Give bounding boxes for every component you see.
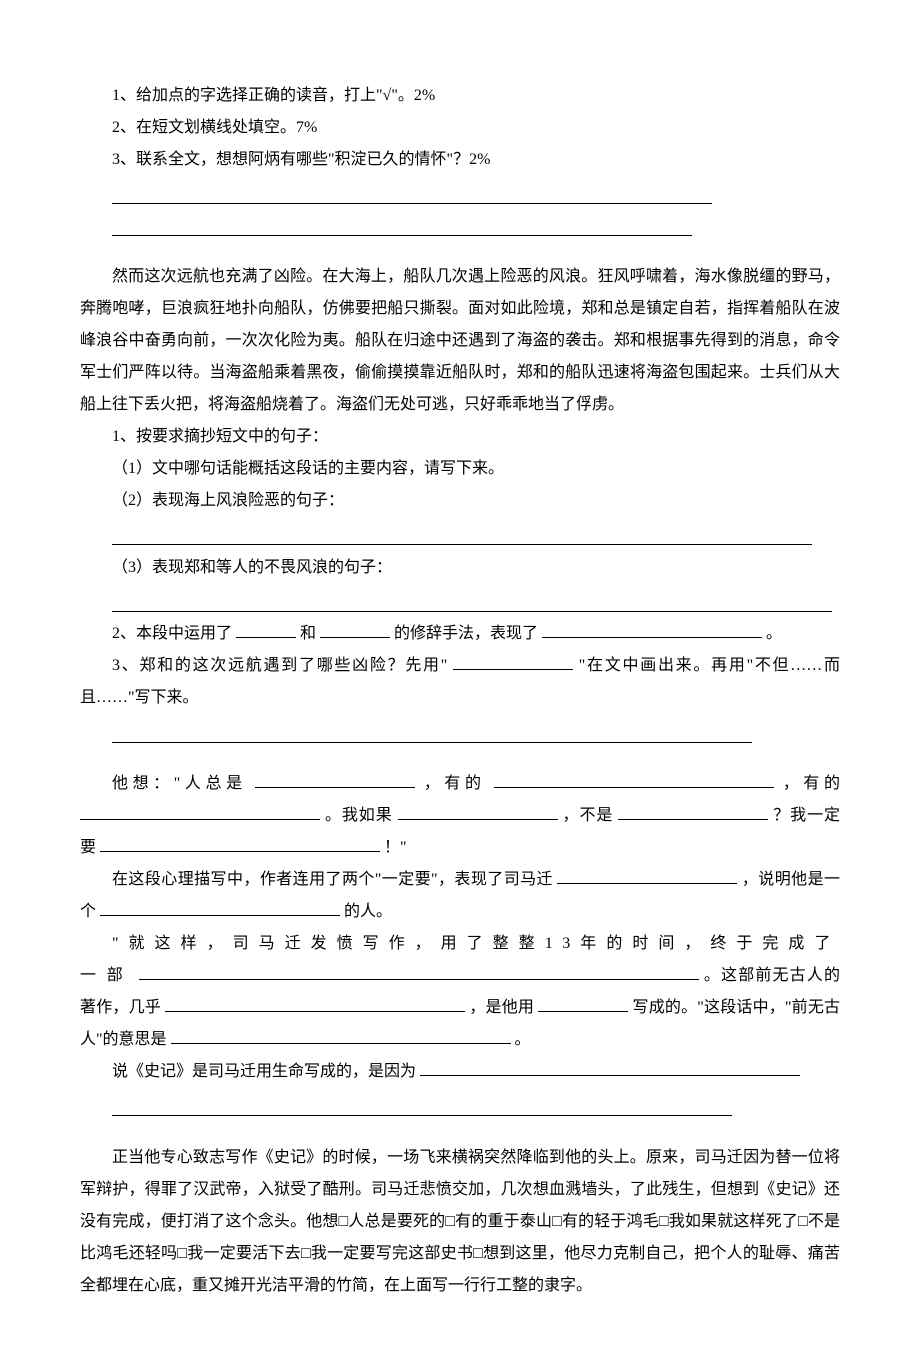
text-fragment: 的人。 bbox=[344, 903, 392, 920]
text-fragment: 。 bbox=[766, 625, 782, 642]
p1-q1-1: （1）文中哪句话能概括这段话的主要内容，请写下来。 bbox=[80, 453, 840, 485]
fill-blank bbox=[171, 1043, 511, 1044]
fill-blank bbox=[542, 637, 762, 638]
p1-q1-3: （3）表现郑和等人的不畏风浪的句子： bbox=[80, 552, 840, 584]
answer-blank-line bbox=[112, 211, 692, 236]
text-fragment: 。我如果 bbox=[325, 807, 393, 824]
q1-line3: 3、联系全文，想想阿炳有哪些"积淀已久的情怀"？2% bbox=[80, 144, 840, 176]
fill-blank bbox=[494, 787, 774, 788]
text-fragment: 2、本段中运用了 bbox=[112, 625, 232, 642]
p1-q1-2: （2）表现海上风浪险恶的句子： bbox=[80, 485, 840, 517]
fill-paragraph-1: 他想："人总是 ，有的 ，有的 。我如果 ，不是 ？我一定要 ！" bbox=[80, 768, 840, 864]
p1-q1: 1、按要求摘抄短文中的句子： bbox=[80, 421, 840, 453]
fill-blank bbox=[80, 819, 320, 820]
text-fragment: 写成的。"这段话中，"前无古人"的意思是 bbox=[80, 999, 840, 1048]
fill-blank bbox=[139, 979, 699, 980]
text-fragment: 。 bbox=[515, 1031, 531, 1048]
fill-blank bbox=[255, 787, 415, 788]
text-fragment: ！" bbox=[384, 839, 407, 856]
text-fragment: 在这段心理描写中，作者连用了两个"一定要"，表现了司马迁 bbox=[112, 871, 553, 888]
fill-blank bbox=[618, 819, 768, 820]
fill-blank bbox=[398, 819, 558, 820]
text-fragment: ？我一定要 bbox=[80, 807, 840, 856]
fill-blank bbox=[453, 669, 573, 670]
answer-blank-line bbox=[112, 179, 712, 204]
fill-blank bbox=[557, 883, 737, 884]
text-fragment: 3、郑和的这次远航遇到了哪些凶险？先用" bbox=[112, 657, 447, 674]
text-fragment: 和 bbox=[300, 625, 316, 642]
fill-paragraph-4: 说《史记》是司马迁用生命写成的，是因为 bbox=[80, 1056, 840, 1088]
text-fragment: 的修辞手法，表现了 bbox=[394, 625, 538, 642]
text-fragment: 说《史记》是司马迁用生命写成的，是因为 bbox=[112, 1063, 416, 1080]
answer-blank-line bbox=[112, 718, 752, 743]
p1-q3: 3、郑和的这次远航遇到了哪些凶险？先用" "在文中画出来。再用"不但……而且……… bbox=[80, 650, 840, 714]
text-fragment: ，有的 bbox=[783, 775, 840, 792]
answer-blank-line bbox=[112, 520, 812, 545]
fill-blank bbox=[100, 915, 340, 916]
text-fragment: ，是他用 bbox=[469, 999, 534, 1016]
answer-blank-line bbox=[112, 587, 832, 612]
fill-paragraph-2: 在这段心理描写中，作者连用了两个"一定要"，表现了司马迁 ，说明他是一个 的人。 bbox=[80, 864, 840, 928]
fill-blank bbox=[236, 637, 296, 638]
passage-simaqian: 正当他专心致志写作《史记》的时候，一场飞来横祸突然降临到他的头上。原来，司马迁因… bbox=[80, 1142, 840, 1302]
fill-blank bbox=[420, 1075, 800, 1076]
fill-blank bbox=[320, 637, 390, 638]
answer-blank-line bbox=[112, 1091, 732, 1116]
fill-paragraph-3: "就这样，司马迁发愤写作，用了整整13年的时间，终于完成了一部 。这部前无古人的… bbox=[80, 928, 840, 1056]
text-fragment: ，不是 bbox=[563, 807, 614, 824]
fill-blank bbox=[100, 851, 380, 852]
fill-blank bbox=[165, 1011, 465, 1012]
text-fragment: 他想："人总是 bbox=[112, 775, 247, 792]
q1-line2: 2、在短文划横线处填空。7% bbox=[80, 112, 840, 144]
fill-blank bbox=[538, 1011, 628, 1012]
p1-q2: 2、本段中运用了 和 的修辞手法，表现了 。 bbox=[80, 618, 840, 650]
q1-line1: 1、给加点的字选择正确的读音，打上"√"。2% bbox=[80, 80, 840, 112]
passage-zhenghe: 然而这次远航也充满了凶险。在大海上，船队几次遇上险恶的风浪。狂风呼啸着，海水像脱… bbox=[80, 261, 840, 421]
text-fragment: ，有的 bbox=[424, 775, 486, 792]
